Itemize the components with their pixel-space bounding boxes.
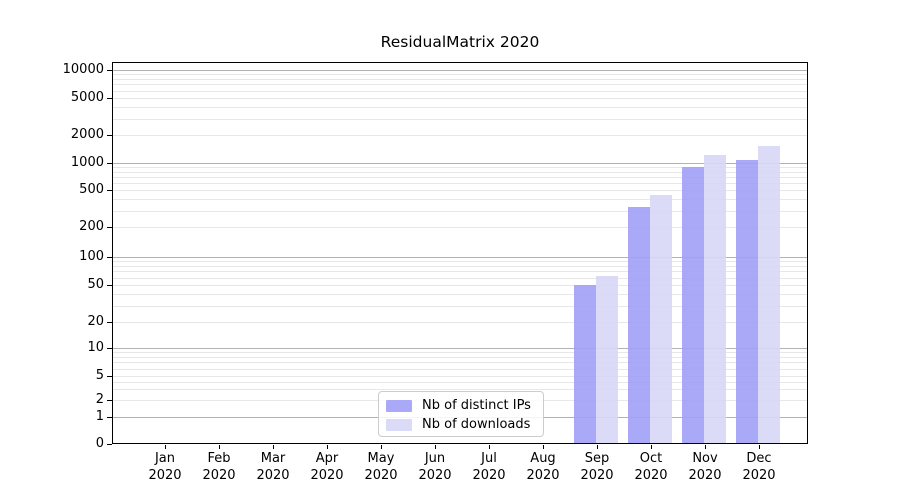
x-tick-label: Dec 2020 <box>732 450 786 484</box>
y-tick-mark <box>107 227 112 228</box>
legend-row: Nb of distinct IPs <box>379 397 543 415</box>
x-tick-mark <box>435 445 436 449</box>
x-tick-label: Jul 2020 <box>462 450 516 484</box>
x-tick-label: Feb 2020 <box>192 450 246 484</box>
bar-downloads <box>758 146 780 444</box>
y-tick-mark <box>107 376 112 377</box>
y-tick-label: 5 <box>30 368 104 384</box>
x-tick-label: Oct 2020 <box>624 450 678 484</box>
x-tick-mark <box>489 445 490 449</box>
y-tick-label: 2000 <box>30 127 104 143</box>
y-tick-label: 2 <box>30 392 104 408</box>
bar-distinct-ips <box>682 167 704 444</box>
gridline-minor <box>112 98 808 99</box>
x-tick-mark <box>759 445 760 449</box>
bar-distinct-ips <box>736 160 758 444</box>
gridline-minor <box>112 135 808 136</box>
y-tick-label: 50 <box>30 277 104 293</box>
legend-swatch <box>386 400 412 412</box>
gridline-minor <box>112 74 808 75</box>
bar-downloads <box>650 195 672 444</box>
bar-distinct-ips <box>574 285 596 444</box>
x-tick-label: Nov 2020 <box>678 450 732 484</box>
y-tick-label: 5000 <box>30 90 104 106</box>
x-tick-mark <box>273 445 274 449</box>
y-tick-mark <box>107 257 112 258</box>
y-tick-mark <box>107 190 112 191</box>
y-tick-label: 500 <box>30 182 104 198</box>
x-tick-label: Jan 2020 <box>138 450 192 484</box>
y-tick-mark <box>107 163 112 164</box>
x-tick-mark <box>219 445 220 449</box>
x-tick-label: Jun 2020 <box>408 450 462 484</box>
x-tick-label: Aug 2020 <box>516 450 570 484</box>
legend-label: Nb of downloads <box>422 416 530 434</box>
y-tick-label: 100 <box>30 249 104 265</box>
gridline-minor <box>112 107 808 108</box>
y-tick-mark <box>107 98 112 99</box>
y-tick-label: 1000 <box>30 155 104 171</box>
x-tick-label: Apr 2020 <box>300 450 354 484</box>
x-tick-mark <box>327 445 328 449</box>
legend: Nb of distinct IPsNb of downloads <box>378 391 544 437</box>
y-tick-label: 200 <box>30 219 104 235</box>
x-tick-label: Sep 2020 <box>570 450 624 484</box>
y-tick-label: 10000 <box>30 62 104 78</box>
legend-swatch <box>386 419 412 431</box>
chart-figure: ResidualMatrix 2020 10000500020001000500… <box>0 0 900 500</box>
gridline-minor <box>112 91 808 92</box>
legend-row: Nb of downloads <box>379 416 543 434</box>
x-tick-mark <box>543 445 544 449</box>
chart-title: ResidualMatrix 2020 <box>112 33 808 51</box>
y-tick-mark <box>107 135 112 136</box>
gridline-minor <box>112 119 808 120</box>
y-tick-label: 1 <box>30 409 104 425</box>
bar-downloads <box>704 155 726 444</box>
x-tick-label: Mar 2020 <box>246 450 300 484</box>
x-tick-label: May 2020 <box>354 450 408 484</box>
y-tick-label: 10 <box>30 340 104 356</box>
y-tick-mark <box>107 417 112 418</box>
y-tick-mark <box>107 70 112 71</box>
x-tick-mark <box>705 445 706 449</box>
y-tick-label: 0 <box>30 436 104 452</box>
x-tick-mark <box>651 445 652 449</box>
x-tick-mark <box>597 445 598 449</box>
x-tick-mark <box>165 445 166 449</box>
plot-area <box>112 62 808 444</box>
y-tick-mark <box>107 400 112 401</box>
y-tick-label: 20 <box>30 314 104 330</box>
gridline-major <box>112 70 808 71</box>
y-tick-mark <box>107 322 112 323</box>
bar-distinct-ips <box>628 207 650 444</box>
gridline-minor <box>112 79 808 80</box>
y-tick-mark <box>107 285 112 286</box>
x-tick-mark <box>381 445 382 449</box>
y-tick-mark <box>107 348 112 349</box>
bar-downloads <box>596 276 618 444</box>
gridline-minor <box>112 84 808 85</box>
legend-label: Nb of distinct IPs <box>422 397 531 415</box>
y-tick-mark <box>107 444 112 445</box>
